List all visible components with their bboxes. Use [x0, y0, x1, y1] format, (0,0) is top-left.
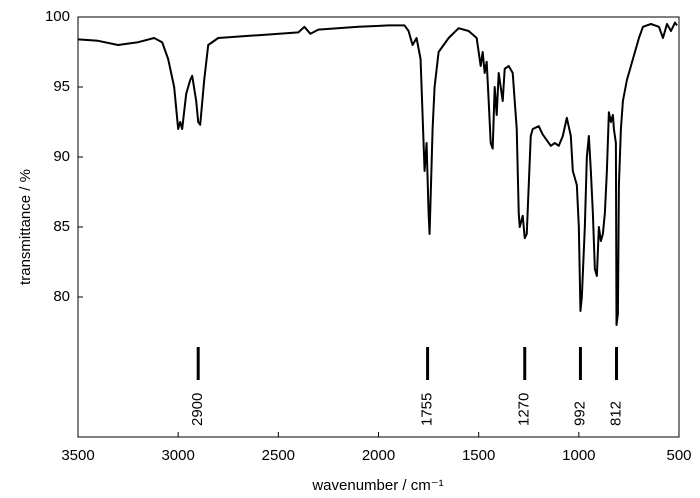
y-tick-label: 100 — [45, 8, 70, 25]
peak-label: 1270 — [516, 393, 533, 426]
x-tick-label: 2500 — [262, 447, 295, 464]
y-tick-label: 95 — [53, 78, 70, 95]
peak-label: 1755 — [419, 393, 436, 426]
y-tick-label: 90 — [53, 148, 70, 165]
peak-label: 992 — [571, 401, 588, 426]
peak-label: 2900 — [189, 393, 206, 426]
spectrum-line — [77, 21, 678, 326]
x-tick-label: 500 — [666, 447, 691, 464]
plot-frame — [77, 16, 680, 438]
x-tick-label: 2000 — [362, 447, 395, 464]
y-tick-label: 80 — [53, 288, 70, 305]
peak-label: 812 — [607, 401, 624, 426]
y-axis-label: transmittance / % — [17, 169, 34, 285]
x-axis-label: wavenumber / cm⁻¹ — [311, 477, 443, 494]
x-tick-label: 3000 — [161, 447, 194, 464]
y-tick-label: 85 — [53, 218, 70, 235]
x-tick-label: 1500 — [462, 447, 495, 464]
x-tick-label: 1000 — [562, 447, 595, 464]
x-tick-label: 3500 — [61, 447, 94, 464]
